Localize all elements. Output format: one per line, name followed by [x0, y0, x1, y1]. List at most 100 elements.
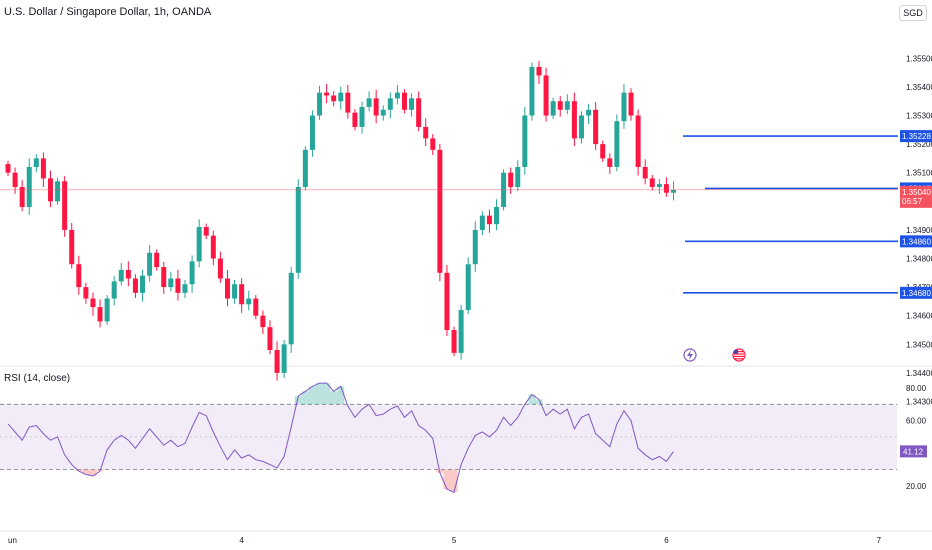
candle [359, 101, 365, 134]
candle [508, 167, 514, 194]
candle-body [423, 126, 429, 139]
candle-body [125, 269, 131, 279]
candle [210, 230, 216, 266]
candle [571, 92, 577, 147]
candle [564, 94, 570, 115]
candle [246, 290, 252, 311]
candle-body [140, 275, 146, 293]
candle-body [486, 215, 492, 225]
candle-body [217, 258, 223, 279]
candle-body [210, 235, 216, 259]
candle-body [607, 158, 613, 167]
candle-body [586, 109, 592, 116]
candle-body [161, 267, 167, 288]
level-label-bg [900, 235, 932, 248]
price-tick-label: 1.35500 [906, 54, 932, 63]
candle-body [246, 298, 252, 305]
candle [125, 261, 131, 287]
candle [196, 219, 202, 268]
candle-body [479, 215, 485, 230]
current-price-bg [900, 185, 932, 208]
candle-body [111, 281, 117, 299]
candle-body [55, 181, 61, 202]
candle-body [267, 327, 273, 351]
candle-body [203, 227, 209, 236]
time-tick-label: 4 [239, 536, 244, 545]
candle [168, 271, 174, 292]
candle [12, 167, 18, 194]
candle [430, 134, 436, 155]
candle-body [345, 92, 351, 113]
us-flag-icon [732, 348, 746, 362]
candle-body [118, 269, 124, 282]
candle [288, 266, 294, 353]
level-label: 1.34680 [900, 286, 932, 299]
candle [586, 103, 592, 125]
time-tick-label: un [8, 536, 17, 545]
candle-body [508, 172, 514, 187]
candle [232, 279, 238, 304]
candle [444, 265, 450, 337]
price-tick-label: 1.34400 [906, 369, 932, 378]
candle [189, 255, 195, 293]
candle [373, 89, 379, 124]
candle-body [465, 264, 471, 310]
rsi-line [7, 382, 674, 494]
candle [494, 199, 500, 231]
time-tick-label: 6 [664, 536, 669, 545]
candle [656, 178, 662, 194]
candle-body [302, 149, 308, 187]
rsi-tick-label: 60.00 [906, 417, 927, 426]
candle [62, 176, 68, 237]
currency-button[interactable]: SGD [899, 5, 927, 21]
candle-body [69, 229, 75, 265]
candle [479, 211, 485, 236]
candle-body [317, 92, 323, 116]
candle-body [543, 75, 549, 116]
candle-body [281, 344, 287, 373]
candle [366, 91, 372, 112]
candle-body [529, 66, 535, 116]
candle [522, 106, 528, 175]
price-tick-label: 1.34300 [906, 398, 932, 407]
level-label-text: 1.35228 [902, 132, 931, 141]
candle-body [373, 98, 379, 116]
candle-body [359, 106, 365, 127]
candle [642, 159, 648, 185]
rsi-tick-label: 80.00 [906, 384, 927, 393]
candle [380, 105, 386, 121]
price-tick-label: 1.34800 [906, 255, 932, 264]
rsi-title[interactable]: RSI (14, close) [4, 373, 71, 384]
price-tick-label: 1.35200 [906, 140, 932, 149]
candle [175, 269, 181, 301]
candle-body [196, 227, 202, 262]
candle-body [394, 92, 400, 99]
candle [5, 160, 11, 177]
candle-body [33, 158, 39, 167]
candle [437, 143, 443, 282]
candle [217, 251, 223, 283]
lightning-icon [683, 348, 697, 362]
candle-body [132, 278, 138, 293]
candle [302, 146, 308, 191]
candle-body [5, 164, 11, 173]
candle [317, 85, 323, 120]
level-label-bg [900, 130, 932, 143]
candle [97, 299, 103, 328]
candle [47, 170, 53, 208]
price-tick-label: 1.34900 [906, 226, 932, 235]
symbol-title[interactable]: U.S. Dollar / Singapore Dollar, 1h, OAND… [4, 6, 212, 18]
candle [416, 91, 422, 132]
candle-body [571, 101, 577, 139]
candle [267, 320, 273, 355]
candle-body [260, 315, 266, 328]
candle [118, 263, 124, 286]
candle-body [444, 272, 450, 330]
candle-body [352, 112, 358, 127]
candle-body [189, 261, 195, 285]
candle [83, 282, 89, 304]
candle [338, 86, 344, 110]
candle-body [338, 92, 344, 102]
candle-body [62, 181, 68, 230]
